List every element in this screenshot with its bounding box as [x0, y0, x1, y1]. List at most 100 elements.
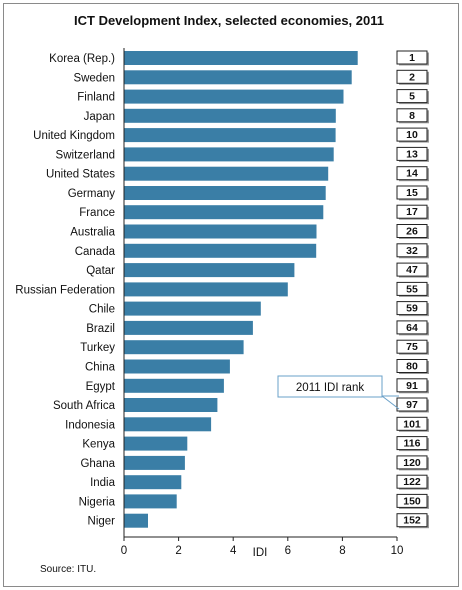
category-label: Finland: [77, 92, 115, 104]
rank-label: 75: [406, 341, 418, 353]
category-label: Nigeria: [79, 496, 116, 508]
category-label: Egypt: [86, 381, 116, 393]
bar: [124, 51, 358, 65]
rank-box: [396, 204, 428, 219]
source-note: Source: ITU.: [40, 564, 96, 575]
rank-box: [396, 378, 428, 393]
rank-label: 64: [406, 322, 418, 334]
rank-label: 8: [409, 110, 415, 122]
rank-box: [396, 301, 428, 316]
bar: [124, 282, 288, 297]
bar: [124, 359, 230, 374]
x-tick-label: 8: [339, 545, 345, 557]
rank-box: [396, 185, 428, 200]
category-label: Niger: [88, 516, 116, 528]
rank-box: [396, 69, 428, 84]
callout-pointer-line: [381, 395, 400, 410]
rank-box: [396, 166, 428, 181]
rank-label: 26: [406, 226, 418, 238]
rank-label: 14: [406, 168, 418, 180]
rank-box: [396, 127, 428, 142]
chart-title: ICT Development Index, selected economie…: [74, 13, 384, 28]
rank-label: 10: [406, 129, 418, 141]
x-tick-label: 2: [175, 545, 181, 557]
rank-label: 17: [406, 206, 418, 218]
rank-box: [396, 108, 428, 123]
rank-label: 152: [403, 515, 421, 527]
bar: [124, 475, 182, 490]
category-label: Ghana: [80, 458, 115, 470]
bar: [124, 494, 177, 509]
x-tick-label: 4: [230, 545, 237, 557]
rank-box: [396, 493, 428, 508]
rank-box: [396, 281, 428, 296]
x-tick-label: 0: [121, 545, 127, 557]
rank-label: 97: [406, 399, 418, 411]
bar: [124, 378, 224, 393]
rank-label: 1: [409, 52, 415, 64]
rank-box: [396, 397, 428, 412]
bar: [124, 398, 218, 412]
rank-box: [396, 224, 428, 238]
bar: [124, 340, 244, 355]
bar: [124, 301, 261, 316]
rank-label: 91: [406, 380, 418, 392]
category-label: Kenya: [82, 439, 115, 451]
bar: [124, 320, 253, 335]
rank-label: 32: [406, 245, 418, 257]
category-label: China: [85, 362, 116, 374]
rank-box: [396, 320, 428, 335]
rank-label: 5: [409, 91, 415, 103]
callout-box: [277, 375, 383, 398]
callout-text: 2011 IDI rank: [296, 382, 364, 394]
category-label: Canada: [75, 246, 116, 258]
bar: [124, 263, 295, 278]
category-label: Turkey: [80, 342, 115, 354]
rank-label: 13: [406, 148, 418, 160]
rank-box: [396, 474, 428, 489]
rank-box: [396, 359, 428, 373]
bar: [124, 224, 317, 239]
bar: [124, 70, 352, 85]
rank-label: 47: [406, 264, 418, 276]
bar: [124, 89, 344, 104]
rank-label: 101: [403, 418, 421, 430]
rank-label: 55: [406, 283, 418, 295]
category-label: Korea (Rep.): [49, 53, 115, 65]
rank-box: [396, 262, 428, 277]
x-axis-label: IDI: [253, 547, 268, 559]
bar: [124, 147, 334, 162]
category-label: Qatar: [86, 265, 115, 277]
category-label: Australia: [70, 227, 115, 239]
bar: [124, 455, 185, 470]
category-label: Brazil: [86, 323, 115, 335]
bar: [124, 205, 324, 220]
rank-box: [396, 436, 428, 451]
rank-label: 122: [403, 476, 421, 488]
category-label: Sweden: [73, 72, 115, 84]
x-tick-label: 6: [285, 545, 291, 557]
rank-label: 120: [403, 457, 421, 469]
rank-label: 15: [406, 187, 418, 199]
bar: [124, 417, 212, 432]
rank-box: [396, 416, 428, 431]
rank-box: [396, 455, 428, 470]
bar: [124, 108, 336, 123]
category-label: India: [90, 477, 116, 489]
category-label: Germany: [68, 188, 116, 200]
rank-box: [396, 513, 428, 528]
rank-label: 116: [404, 438, 421, 450]
x-tick-label: 10: [391, 545, 404, 557]
rank-label: 59: [406, 303, 418, 315]
bar: [124, 186, 326, 200]
category-label: Indonesia: [65, 419, 115, 431]
rank-box: [396, 146, 428, 161]
category-label: South Africa: [53, 400, 116, 412]
rank-callout: 2011 IDI rank: [277, 375, 400, 410]
category-label: Chile: [89, 304, 115, 316]
rank-box: [396, 339, 428, 354]
category-label: United States: [46, 169, 115, 181]
bar: [124, 128, 336, 143]
category-label: Russian Federation: [15, 284, 115, 296]
